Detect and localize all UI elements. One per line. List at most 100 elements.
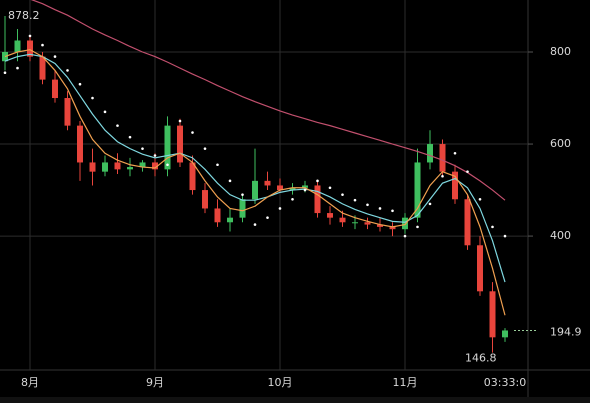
- candle-body: [227, 217, 233, 223]
- sar-dot: [203, 147, 207, 150]
- sar-dot: [103, 110, 107, 114]
- x-tick-label: 9月: [146, 376, 164, 389]
- sar-dot: [291, 197, 294, 201]
- sar-dot: [391, 209, 394, 213]
- moving-average: [4, 53, 506, 283]
- candle-body: [177, 125, 183, 163]
- candle-body: [139, 162, 146, 168]
- sar-dot: [353, 198, 357, 202]
- sar-dot: [328, 186, 332, 190]
- y-tick-label: 400: [550, 229, 571, 242]
- sar-dot: [378, 207, 382, 210]
- candle-body: [314, 185, 321, 214]
- candle-body: [189, 162, 196, 191]
- sar-dot: [316, 179, 319, 183]
- sar-dot: [503, 234, 507, 238]
- sar-dot: [253, 223, 257, 226]
- candle-body: [214, 208, 221, 223]
- candle-body: [89, 162, 96, 172]
- sar-dot: [403, 234, 407, 238]
- scrollbar: [0, 397, 590, 403]
- candle-body: [439, 144, 446, 172]
- sar-dot: [16, 66, 19, 70]
- sar-dot: [66, 69, 69, 72]
- candle-body: [377, 224, 383, 227]
- candle-body: [452, 171, 458, 200]
- x-tick-label: 10月: [268, 376, 293, 389]
- candle-body: [239, 199, 246, 218]
- sar-dot: [91, 96, 94, 100]
- candle-body: [264, 180, 271, 186]
- candle-body: [102, 162, 108, 172]
- candle-body: [302, 185, 308, 188]
- sar-dot: [128, 135, 132, 139]
- candle-body: [477, 245, 483, 292]
- candle-body: [14, 40, 21, 53]
- sar-dot: [416, 225, 419, 229]
- candle-body: [327, 213, 333, 218]
- sar-dot: [28, 34, 32, 38]
- sar-dot: [241, 193, 244, 196]
- sar-dot: [166, 163, 169, 167]
- x-tick-label: 11月: [393, 376, 418, 389]
- sar-dot: [141, 147, 144, 150]
- sar-dot: [278, 207, 282, 210]
- candle-body: [127, 167, 133, 170]
- candle-body: [277, 185, 283, 191]
- sar-dot: [3, 71, 7, 75]
- sar-dot: [441, 174, 444, 178]
- candle-body: [252, 180, 258, 200]
- sar-dot: [466, 170, 469, 173]
- sar-dot: [191, 131, 194, 134]
- sar-dot: [216, 163, 219, 167]
- x-tick-label: 8月: [21, 376, 39, 389]
- candle-body: [489, 291, 496, 338]
- x-tick-label: 03:33:0: [484, 376, 526, 389]
- sar-dot: [453, 151, 457, 155]
- low-label: 146.8: [465, 352, 497, 365]
- sar-dot: [153, 154, 157, 157]
- candle-body: [64, 98, 71, 126]
- sar-dot: [341, 193, 344, 196]
- y-tick-label: 800: [550, 45, 571, 58]
- sar-dot: [53, 55, 57, 58]
- sar-dot: [41, 43, 44, 47]
- y-tick-label: 600: [550, 137, 571, 150]
- candle-body: [352, 222, 358, 224]
- high-label: 878.2: [8, 9, 40, 22]
- moving-average: [30, 0, 506, 201]
- sar-dot: [428, 202, 432, 206]
- candle-body: [289, 187, 296, 191]
- sar-dot: [491, 225, 494, 229]
- candle-body: [389, 226, 396, 230]
- sar-dot: [116, 124, 119, 127]
- candle-body: [39, 56, 46, 80]
- sar-dot: [478, 197, 482, 201]
- last-price-label: 194.9: [550, 325, 582, 338]
- candle-body: [27, 40, 33, 57]
- candle-body: [114, 162, 121, 170]
- candle-body: [202, 190, 208, 209]
- sar-dot: [266, 216, 269, 219]
- candle-body: [502, 330, 508, 338]
- plot-area: [0, 0, 528, 370]
- candle-body: [414, 162, 421, 218]
- sar-dot: [303, 188, 307, 192]
- sar-dot: [78, 82, 82, 86]
- candle-body: [464, 199, 471, 246]
- candle-body: [427, 144, 433, 163]
- candle-body: [77, 125, 83, 163]
- candle-body: [164, 125, 171, 170]
- sar-dot: [228, 179, 232, 183]
- sar-dot: [366, 203, 369, 207]
- candle-body: [402, 217, 408, 230]
- candle-body: [364, 222, 371, 225]
- candle-body: [152, 162, 158, 170]
- candle-body: [339, 217, 346, 223]
- candle-body: [52, 79, 58, 99]
- sar-dot: [178, 119, 182, 123]
- moving-average: [4, 49, 506, 316]
